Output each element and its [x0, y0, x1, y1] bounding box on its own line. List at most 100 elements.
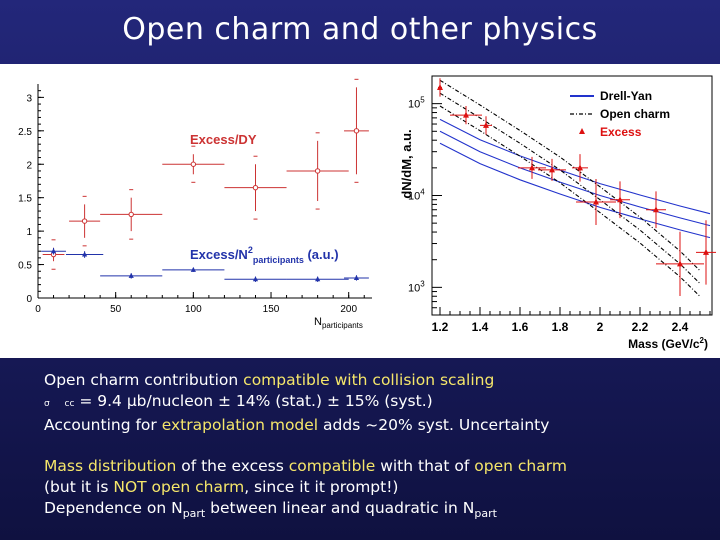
left-y-tick-label: 0: [26, 294, 32, 305]
right-y-tick-label: 103: [408, 279, 425, 294]
line-5: (but it is NOT open charm, since it it p…: [44, 477, 704, 498]
line-3-b: extrapolation model: [161, 416, 319, 434]
data-point: [128, 211, 134, 218]
point-excess_npart: [100, 272, 163, 279]
point-excess_dy: [69, 195, 101, 247]
plot-panel: 0 0.5 1 1.5 2 2.5 3 0 50 100 150 200 Nparticipants Ex…: [0, 64, 720, 358]
line-4-e: open charm: [474, 457, 567, 475]
left-x-axis-label: Nparticipants: [314, 316, 363, 330]
data-point: [593, 198, 599, 205]
point-excess_npart: [344, 274, 369, 281]
drell-yan-band-center: [439, 130, 711, 227]
left-y-tick-label: 3: [26, 93, 32, 104]
line-3-a: Accounting for: [44, 416, 162, 434]
annotation-excess-dy: Excess/DY: [190, 132, 257, 147]
annotation-sub: participants: [253, 255, 304, 265]
left-x-tick-label: 100: [185, 304, 202, 315]
data-point: [81, 218, 88, 224]
right-y-tick-exp: 5: [420, 96, 425, 105]
point-excess_dy: [100, 189, 163, 240]
right-x-tick-label: 2.2: [632, 320, 649, 334]
line-1: Open charm contribution compatible with …: [44, 370, 704, 391]
data-point: [252, 184, 259, 191]
right-x-tick-label: 1.4: [472, 320, 489, 334]
open-charm-band-center: [439, 92, 701, 284]
right-x-axis-label-sup: 2: [700, 336, 705, 345]
excess-point: [576, 179, 616, 225]
left-y-tick-label: 1.5: [18, 194, 32, 205]
left-x-tick-label: 50: [110, 304, 122, 315]
legend-drell-yan-label: Drell-Yan: [600, 89, 652, 103]
data-point: [353, 128, 360, 134]
point-excess_npart: [41, 247, 66, 255]
point-excess_dy: [286, 132, 349, 210]
left-y-tick-label: 2.5: [18, 127, 32, 138]
right-x-axis-label-close: ): [704, 337, 708, 351]
data-point: [128, 272, 134, 278]
left-x-tick-label: 200: [340, 304, 357, 315]
legend-excess-label: Excess: [600, 125, 642, 139]
bullet-text: Open charm contribution compatible with …: [44, 370, 704, 524]
data-point: [483, 121, 489, 128]
annotation-sup: 2: [248, 245, 253, 255]
point-excess_dy: [344, 78, 369, 183]
data-point: [617, 196, 623, 203]
point-excess_dy: [162, 145, 225, 183]
legend-excess-swatch: [579, 128, 585, 134]
data-point: [315, 276, 321, 282]
data-point: [314, 168, 321, 174]
excess-point: [480, 116, 492, 135]
sigma-symbol: σ: [44, 399, 50, 409]
right-y-tick-exp: 4: [420, 188, 425, 197]
right-x-tick-label: 1.6: [512, 320, 529, 334]
data-point: [677, 260, 683, 267]
legend-open-charm-label: Open charm: [600, 107, 670, 121]
line-6: Dependence on Npart between linear and q…: [44, 498, 704, 524]
excess-point: [646, 191, 666, 229]
line-2: σ cc = 9.4 μb/nucleon ± 14% (stat.) ± 15…: [44, 391, 704, 415]
line-6-b: between linear and quadratic in N: [205, 499, 475, 517]
left-y-tick-label: 1: [26, 227, 32, 238]
data-point: [463, 111, 469, 118]
line-1-a: Open charm contribution: [44, 371, 244, 389]
data-point: [252, 276, 259, 282]
line-3: Accounting for extrapolation model adds …: [44, 415, 704, 436]
excess-point: [696, 220, 716, 285]
data-point: [190, 266, 196, 272]
excess-point: [437, 78, 443, 97]
excess-point: [572, 154, 588, 182]
line-6-sub1: part: [182, 507, 206, 521]
sigma-subscript: cc: [64, 399, 75, 409]
line-5-c: , since it it prompt!): [244, 478, 399, 496]
line-4-b: of the excess: [176, 457, 289, 475]
point-excess_npart: [286, 276, 349, 282]
data-point: [549, 166, 555, 173]
line-4-c: compatible: [288, 457, 376, 475]
left-x-tick-label: 150: [263, 304, 280, 315]
line-6-sub2: part: [474, 507, 497, 521]
right-y-tick-exp: 3: [420, 279, 425, 288]
open-charm-band-upper: [439, 79, 701, 272]
slide-title: Open charm and other physics: [122, 12, 598, 47]
right-x-tick-label: 1.8: [552, 320, 569, 334]
line-2-text: = 9.4 μb/nucleon ± 14% (stat.) ± 15% (sy…: [74, 392, 433, 410]
line-4-a: Mass distribution: [44, 457, 177, 475]
line-1-b: compatible with collision scaling: [243, 371, 495, 389]
annotation-excess-npart: Excess/N2participants (a.u.): [190, 245, 339, 265]
right-x-axis-label: Mass (GeV/c2): [628, 336, 708, 351]
data-point: [353, 274, 360, 280]
data-point: [577, 164, 583, 171]
right-x-tick-label: 1.2: [432, 320, 449, 334]
point-excess_dy: [224, 155, 287, 220]
point-excess_npart: [65, 251, 104, 258]
drell-yan-band-lower: [439, 142, 711, 239]
right-y-tick-label: 105: [408, 96, 425, 111]
data-point: [437, 83, 443, 90]
line-3-c: adds ~20% syst. Uncertainty: [318, 416, 550, 434]
data-point: [703, 248, 709, 255]
data-point: [190, 161, 197, 167]
line-5-a: (but it is: [44, 478, 114, 496]
annotation-suffix: (a.u.): [304, 247, 339, 262]
point-excess_npart: [162, 266, 225, 272]
